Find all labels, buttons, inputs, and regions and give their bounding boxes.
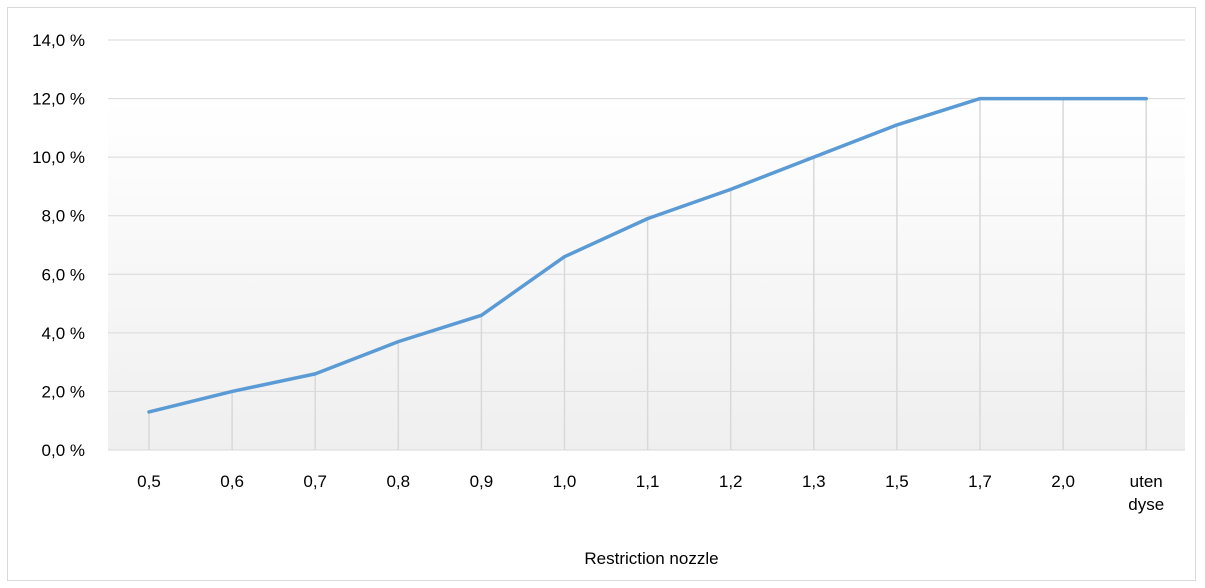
data-point bbox=[1061, 97, 1065, 101]
y-tick-label: 12,0 % bbox=[32, 90, 85, 109]
x-tick-label: 2,0 bbox=[1051, 472, 1075, 491]
y-tick-label: 2,0 % bbox=[42, 382, 85, 401]
x-tick-label: 1,3 bbox=[802, 472, 826, 491]
y-tick-label: 6,0 % bbox=[42, 265, 85, 284]
data-point bbox=[646, 217, 650, 221]
data-point bbox=[313, 372, 317, 376]
y-axis-tick-labels: 0,0 % 2,0 % 4,0 % 6,0 % 8,0 % 10,0 % 12,0 % 14,… bbox=[32, 31, 85, 460]
x-tick-label: 1,2 bbox=[719, 472, 743, 491]
data-point bbox=[563, 255, 566, 259]
data-point bbox=[230, 389, 234, 393]
y-tick-label: 0,0 % bbox=[42, 441, 85, 460]
data-point bbox=[729, 187, 733, 191]
data-point bbox=[812, 155, 816, 159]
x-tick-label: 1,5 bbox=[885, 472, 909, 491]
x-tick-label: 1,0 bbox=[553, 472, 577, 491]
data-point bbox=[479, 313, 483, 317]
x-tick-label: 1,1 bbox=[636, 472, 660, 491]
data-point bbox=[147, 410, 151, 414]
x-tick-label: 1,7 bbox=[968, 472, 992, 491]
y-tick-label: 8,0 % bbox=[42, 207, 85, 226]
x-tick-label: 0,5 bbox=[137, 472, 161, 491]
horizontal-gridlines bbox=[108, 39, 1185, 451]
y-tick-label: 10,0 % bbox=[32, 148, 85, 167]
x-tick-label: 0,9 bbox=[470, 472, 494, 491]
x-tick-label: 0,6 bbox=[220, 472, 244, 491]
data-point bbox=[1144, 97, 1148, 101]
y-tick-label: 4,0 % bbox=[42, 324, 85, 343]
data-point bbox=[396, 340, 400, 344]
series-group bbox=[147, 96, 1148, 414]
x-axis-tick-labels: 0,5 0,6 0,7 0,8 0,9 1,0 1,1 1,2 1,3 1,5 1,7 2,0 uten… bbox=[137, 472, 1164, 514]
x-axis-title: Restriction nozzle bbox=[584, 549, 718, 568]
y-tick-label: 14,0 % bbox=[32, 31, 85, 50]
data-point bbox=[895, 123, 899, 127]
data-point bbox=[978, 97, 982, 101]
x-tick-label: 0,8 bbox=[386, 472, 410, 491]
vertical-gridlines bbox=[148, 98, 1147, 450]
x-tick-label: 0,7 bbox=[303, 472, 327, 491]
x-tick-label: uten dyse bbox=[1128, 472, 1164, 514]
